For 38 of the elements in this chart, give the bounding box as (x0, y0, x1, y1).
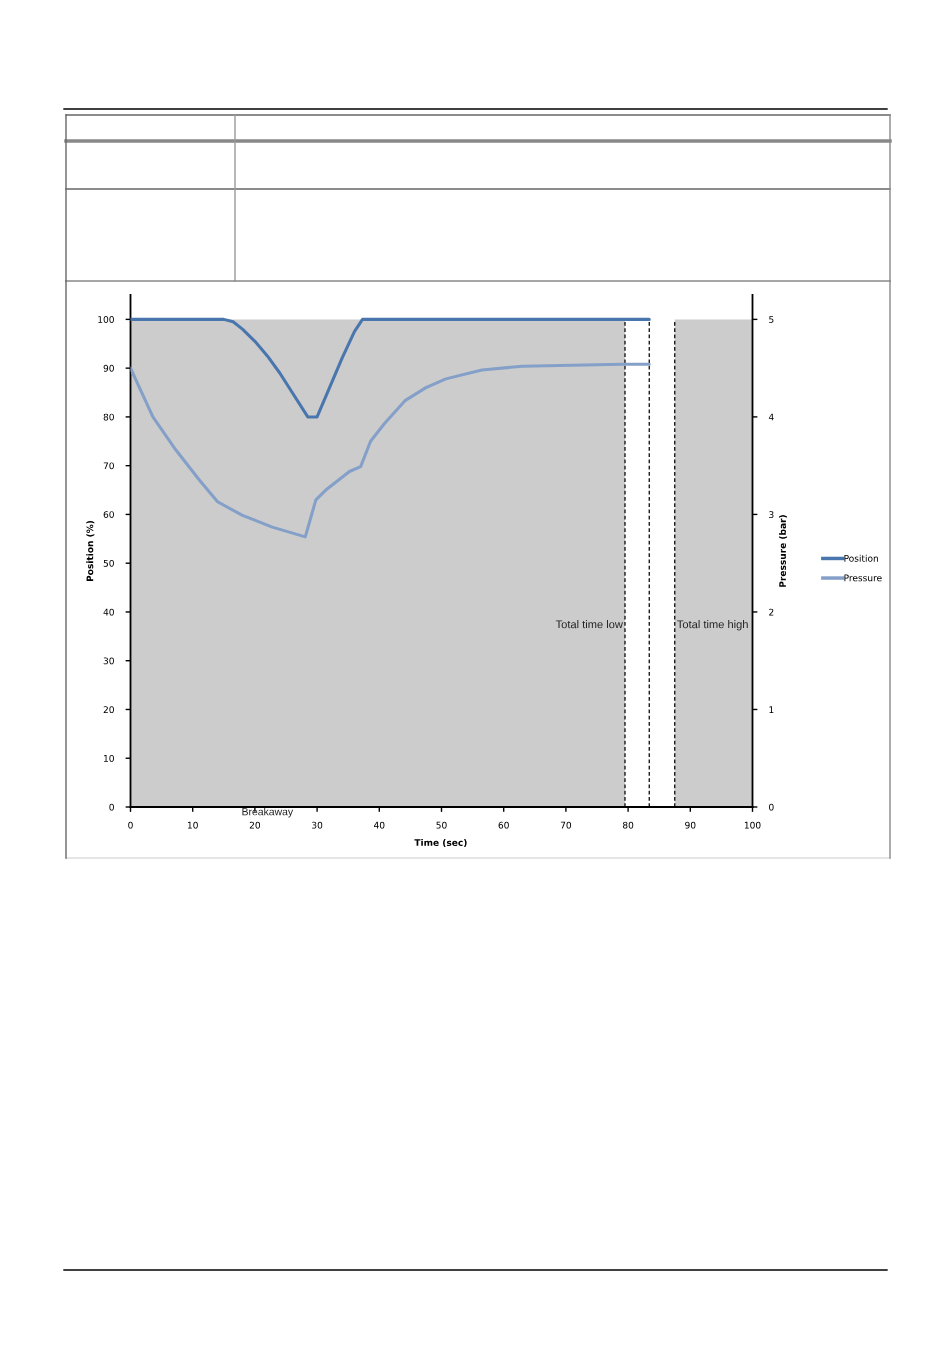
y2-tick-label: 1 (769, 706, 774, 713)
x-tick-label: 40 (374, 821, 385, 829)
x-tick-label: 10 (187, 821, 198, 829)
y-tick-label: 60 (103, 511, 114, 518)
x-tick-label: 50 (436, 821, 447, 829)
y2-tick-label: 3 (769, 511, 774, 518)
ref-line-label: Total time high (677, 620, 748, 631)
x-tick-label: 60 (498, 821, 509, 829)
y-tick-label: 90 (103, 364, 114, 372)
legend-label: Pressure (844, 574, 882, 582)
x-tick-label: 90 (685, 821, 696, 829)
y-tick-label: 40 (103, 608, 114, 616)
y2-tick-label: 2 (769, 608, 774, 616)
y-tick-label: 30 (103, 657, 114, 665)
x-axis-title: Time (sec) (414, 839, 467, 848)
x-tick-label: 70 (560, 821, 572, 829)
y-axis-title: Position (%) (86, 520, 95, 582)
x-tick-label: 80 (622, 821, 634, 829)
line-series (130, 317, 651, 419)
y-tick-label: 100 (98, 316, 114, 323)
x-tick-label: 20 (249, 821, 261, 829)
y-tick-label: 50 (103, 559, 114, 567)
y-tick-label: 70 (103, 462, 114, 470)
x-tick-label: 100 (744, 821, 761, 829)
y2-tick-label: 4 (768, 413, 774, 421)
y2-tick-label: 5 (769, 316, 774, 323)
y-tick-label: 80 (103, 413, 114, 421)
legend-label: Position (844, 554, 878, 562)
annotation: Breakaway (242, 807, 294, 818)
ref-line-label: Total time low (555, 620, 623, 629)
y-tick-label: 20 (103, 706, 114, 714)
x-tick-label: 30 (312, 821, 323, 829)
x-tick-label: 0 (128, 821, 133, 829)
line-series (130, 362, 651, 539)
y-tick-label: 10 (104, 754, 114, 762)
y2-tick-label: 0 (769, 803, 774, 811)
y2-axis-title: Pressure (bar) (779, 515, 788, 587)
y-tick-label: 0 (109, 803, 114, 811)
